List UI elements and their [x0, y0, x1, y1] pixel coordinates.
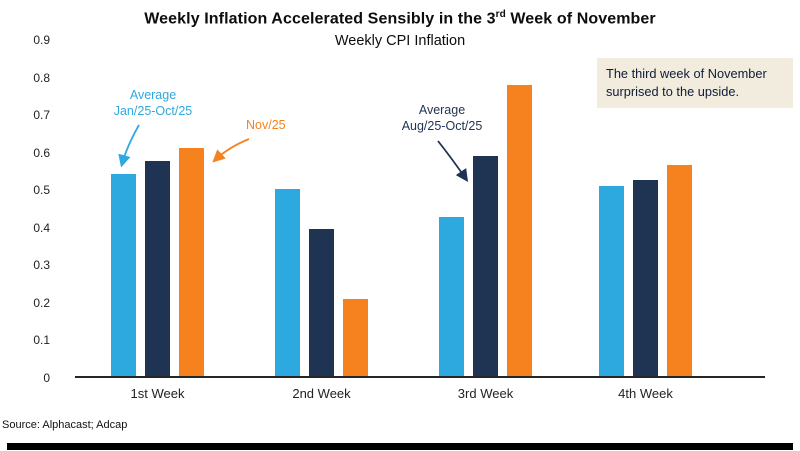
- bar-nov25-3rd-week: [507, 84, 532, 376]
- y-tick-label: 0.1: [33, 333, 50, 348]
- bar-avg-aug25-oct25-2nd-week: [309, 228, 334, 376]
- bar-avg-jan25-oct25-1st-week: [111, 174, 136, 376]
- y-tick-label: 0.8: [33, 70, 50, 85]
- annotation-line-2: Aug/25-Oct/25: [401, 119, 483, 134]
- bar-nov25-4th-week: [667, 165, 692, 376]
- bar-avg-jan25-oct25-4th-week: [599, 185, 624, 376]
- x-category-label: 4th Week: [618, 386, 673, 401]
- x-category-label: 2nd Week: [292, 386, 351, 401]
- y-tick-label: 0.4: [33, 220, 50, 235]
- title-text-after-ordinal: Week of November: [505, 10, 656, 28]
- y-tick-label: 0.9: [33, 33, 50, 47]
- bar-group-1: 1st Week: [111, 40, 204, 401]
- chart-subtitle: Weekly CPI Inflation: [334, 33, 466, 49]
- annotation-nov25: Nov/25: [246, 118, 286, 132]
- bar-avg-aug25-oct25-3rd-week: [473, 155, 498, 376]
- chart-title: Weekly Inflation Accelerated Sensibly in…: [0, 9, 800, 28]
- title-text-before-ordinal: Weekly Inflation Accelerated Sensibly in…: [144, 10, 496, 28]
- y-tick-label: 0: [43, 371, 50, 385]
- bar-nov25-2nd-week: [343, 299, 368, 376]
- bar-avg-jan25-oct25-2nd-week: [275, 189, 300, 376]
- x-category-label: 1st Week: [130, 386, 185, 401]
- x-category-label: 3rd Week: [457, 386, 514, 401]
- bar-avg-aug25-oct25-4th-week: [633, 180, 658, 376]
- y-axis: 0 0.1 0.2 0.3 0.4 0.5 0.6 0.7 0.8 0.9: [12, 33, 50, 385]
- bar-avg-jan25-oct25-3rd-week: [439, 217, 464, 376]
- bottom-divider-bar: [7, 443, 793, 450]
- bar-group-2: 2nd Week: [275, 40, 368, 401]
- annotation-avg-aug25-oct25: Average Aug/25-Oct/25: [391, 102, 493, 135]
- bar-avg-aug25-oct25-1st-week: [145, 161, 170, 376]
- callout-note: The third week of November surprised to …: [597, 58, 793, 108]
- annotation-line-2: Jan/25-Oct/25: [113, 104, 193, 119]
- y-tick-label: 0.2: [33, 295, 50, 310]
- annotation-line-1: Average: [129, 88, 177, 102]
- y-tick-label: 0.6: [33, 145, 50, 160]
- plot-area: 1st Week 2nd Week 3rd Week 4th Week: [75, 40, 765, 401]
- title-ordinal-superscript: rd: [495, 9, 506, 20]
- y-tick-label: 0.7: [33, 108, 50, 123]
- bar-nov25-1st-week: [179, 148, 204, 376]
- bar-group-4: 4th Week: [599, 40, 692, 401]
- y-tick-label: 0.3: [33, 258, 50, 273]
- y-tick-label: 0.5: [33, 183, 50, 198]
- annotation-line-1: Average: [418, 103, 466, 117]
- annotation-avg-jan25-oct25: Average Jan/25-Oct/25: [101, 87, 205, 120]
- source-attribution: Source: Alphacast; Adcap: [2, 419, 128, 431]
- bar-group-3: 3rd Week: [439, 40, 532, 401]
